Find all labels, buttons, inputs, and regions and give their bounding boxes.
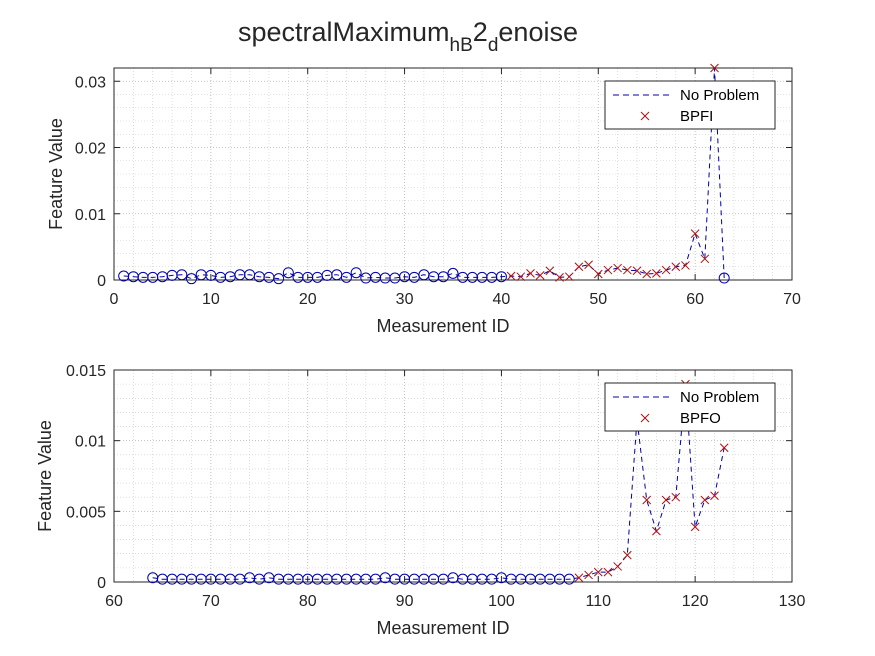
data-point-cross <box>652 526 661 536</box>
figure-title: spectralMaximumhB2denoise <box>238 17 578 56</box>
y-axis-label: Feature Value <box>35 420 55 532</box>
data-point-cross <box>642 495 652 505</box>
data-point-cross <box>700 495 710 505</box>
data-point-cross <box>603 567 613 577</box>
data-point-cross <box>622 550 632 560</box>
x-tick-label: 50 <box>589 291 607 308</box>
y-tick-label: 0 <box>97 575 106 592</box>
data-point-circle <box>185 273 197 285</box>
legend-label: No Problem <box>680 87 759 104</box>
x-axis-label: Measurement ID <box>376 618 509 638</box>
legend-label: No Problem <box>680 389 759 406</box>
data-point-cross <box>661 265 671 275</box>
x-tick-label: 30 <box>396 291 414 308</box>
x-tick-label: 100 <box>488 593 515 610</box>
x-tick-label: 40 <box>493 291 511 308</box>
y-tick-label: 0 <box>97 273 106 290</box>
x-tick-label: 20 <box>299 291 317 308</box>
data-point-circle <box>563 573 575 585</box>
y-axis-label: Feature Value <box>46 118 66 230</box>
x-tick-label: 80 <box>299 593 317 610</box>
data-point-circle <box>350 267 362 279</box>
data-point-cross <box>613 562 623 571</box>
top-subplot: 0 10 20 30 40 50 60 70 0 0.01 0.02 0.03 Measurement … <box>46 63 801 336</box>
y-tick-label: 0.03 <box>75 74 106 91</box>
x-tick-label: 70 <box>202 593 220 610</box>
data-point-cross <box>613 263 623 273</box>
data-point-cross <box>526 269 535 278</box>
data-point-cross <box>642 269 652 279</box>
data-point-cross <box>710 63 719 73</box>
legend-box <box>604 382 776 432</box>
data-point-cross <box>574 262 584 272</box>
data-point-cross <box>545 266 555 276</box>
data-point-cross <box>584 260 593 270</box>
y-tick-label: 0.005 <box>66 504 106 521</box>
data-point-cross <box>603 265 613 275</box>
x-tick-label: 60 <box>686 291 704 308</box>
data-point-cross <box>574 573 584 583</box>
x-tick-label: 70 <box>783 291 801 308</box>
axes-box <box>113 67 793 281</box>
data-point-circle <box>495 271 507 283</box>
data-point-circle <box>437 271 449 283</box>
y-tick-label: 0.01 <box>75 434 106 451</box>
data-point-cross <box>506 271 516 281</box>
legend-cross-marker <box>640 413 650 423</box>
data-point-circle <box>718 272 730 284</box>
data-point-circle <box>282 267 294 279</box>
series-line <box>123 67 725 280</box>
data-point-cross <box>584 570 593 580</box>
data-point-cross <box>652 269 661 278</box>
data-point-circle <box>273 273 285 285</box>
y-tick-label: 0.015 <box>66 363 106 380</box>
data-point-cross <box>690 229 700 238</box>
data-point-cross <box>690 522 700 532</box>
series-line <box>152 384 725 580</box>
legend-box <box>604 80 776 130</box>
data-point-cross <box>719 443 729 453</box>
legend-label: BPFO <box>680 410 721 427</box>
y-tick-label: 0.01 <box>75 207 106 224</box>
x-tick-label: 110 <box>586 593 612 610</box>
data-point-circle <box>447 267 459 279</box>
axes-box <box>113 369 793 583</box>
data-point-circle <box>340 271 352 283</box>
data-point-cross <box>593 269 603 279</box>
x-tick-label: 60 <box>105 593 123 610</box>
data-point-cross <box>671 262 681 272</box>
data-point-cross <box>593 567 603 577</box>
x-tick-label: 130 <box>779 593 806 610</box>
data-point-circle <box>176 269 188 281</box>
data-point-cross <box>516 272 526 282</box>
data-point-cross <box>700 254 710 264</box>
x-tick-label: 10 <box>202 291 220 308</box>
data-point-cross <box>535 271 545 280</box>
bottom-subplot: 60 70 80 90 100 110 120 130 0 0.005 0.01 0.015 Measu… <box>35 363 805 638</box>
x-tick-label: 0 <box>110 291 119 308</box>
data-point-cross <box>622 265 632 275</box>
x-tick-label: 90 <box>396 593 414 610</box>
data-point-cross <box>555 272 564 282</box>
data-point-cross <box>681 261 690 270</box>
data-point-cross <box>632 266 642 276</box>
legend-label: BPFI <box>680 108 713 125</box>
x-axis-label: Measurement ID <box>376 316 509 336</box>
data-point-cross <box>671 492 681 502</box>
data-point-cross <box>661 495 671 505</box>
y-tick-label: 0.02 <box>75 141 106 158</box>
data-point-cross <box>710 491 719 501</box>
legend-cross-marker <box>640 111 650 121</box>
data-point-cross <box>564 272 574 282</box>
x-tick-label: 120 <box>682 593 709 610</box>
